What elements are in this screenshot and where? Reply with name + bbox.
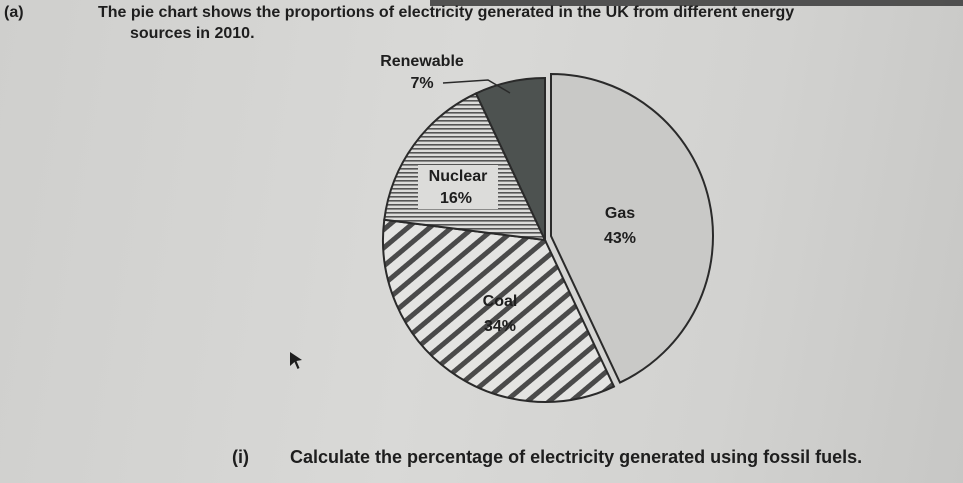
sub-question-label: (i): [232, 447, 249, 467]
renewable-leader-line: [442, 79, 511, 94]
pie-label-gas: Gas: [605, 205, 635, 222]
question-text-line-2: sources in 2010.: [130, 25, 255, 42]
nuclear-label-background: [418, 165, 498, 209]
pie-value-renewable: 7%: [410, 75, 433, 92]
top-edge-bar: [430, 0, 963, 6]
pie-value-nuclear: 16%: [440, 190, 472, 207]
pie-value-coal: 34%: [484, 318, 516, 335]
question-text-line-1: The pie chart shows the proportions of e…: [98, 4, 795, 21]
pie-label-renewable: Renewable: [380, 53, 464, 70]
sub-question-text: Calculate the percentage of electricity …: [290, 447, 863, 467]
pie-slice-renewable: [474, 76, 546, 241]
pie-slice-gas: [550, 72, 714, 384]
pie-label-coal: Coal: [483, 293, 518, 310]
pie-value-gas: 43%: [604, 230, 636, 247]
pie-label-nuclear: Nuclear: [429, 168, 488, 185]
mouse-pointer-icon: [290, 352, 302, 369]
question-part-label: (a): [4, 4, 24, 21]
pie-slice-coal: [382, 218, 616, 403]
